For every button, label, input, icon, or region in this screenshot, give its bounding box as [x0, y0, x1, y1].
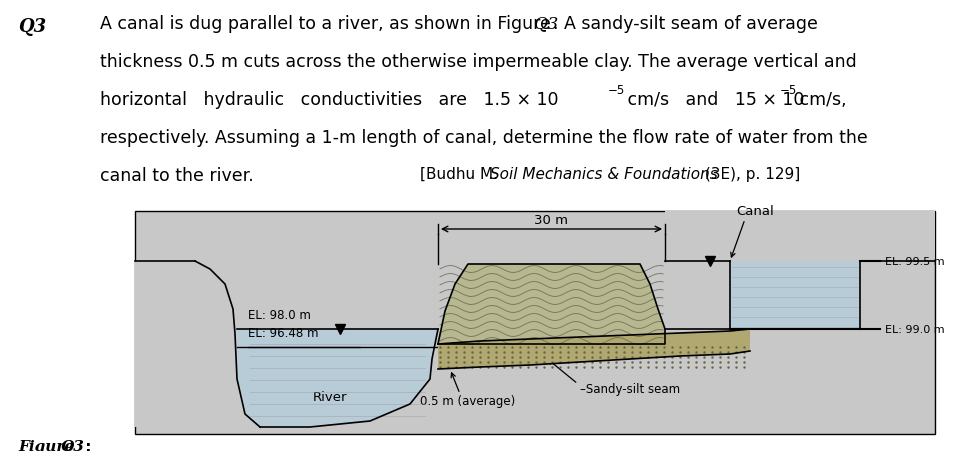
Text: −5: −5: [780, 84, 798, 97]
Polygon shape: [438, 329, 750, 369]
Text: River: River: [313, 391, 347, 404]
Text: respectively. Assuming a 1-m length of canal, determine the flow rate of water f: respectively. Assuming a 1-m length of c…: [100, 129, 868, 147]
Text: Q3: Q3: [60, 439, 84, 451]
Text: –Sandy-silt seam: –Sandy-silt seam: [580, 382, 681, 396]
Text: thickness 0.5 m cuts across the otherwise impermeable clay. The average vertical: thickness 0.5 m cuts across the otherwis…: [100, 53, 857, 71]
Text: :: :: [80, 439, 92, 451]
Text: 30 m: 30 m: [534, 213, 568, 226]
Text: Figure: Figure: [18, 439, 79, 451]
Text: . A sandy-silt seam of average: . A sandy-silt seam of average: [553, 15, 818, 33]
Text: horizontal   hydraulic   conductivities   are   1.5 × 10: horizontal hydraulic conductivities are …: [100, 91, 559, 109]
Bar: [135, 212, 935, 434]
Text: EL: 98.0 m: EL: 98.0 m: [248, 308, 311, 321]
Text: Canal: Canal: [736, 205, 774, 217]
Text: Q3: Q3: [534, 15, 560, 32]
Polygon shape: [438, 264, 665, 344]
Polygon shape: [135, 212, 260, 427]
Bar: [730, 262, 860, 329]
Text: A canal is dug parallel to a river, as shown in Figure: A canal is dug parallel to a river, as s…: [100, 15, 557, 33]
Text: EL: 99.0 m: EL: 99.0 m: [885, 324, 945, 334]
Text: Soil Mechanics & Foundations: Soil Mechanics & Foundations: [490, 166, 718, 182]
Polygon shape: [237, 329, 438, 427]
Text: [Budhu M.: [Budhu M.: [420, 166, 503, 182]
Polygon shape: [665, 212, 935, 329]
Text: EL: 96.48 m: EL: 96.48 m: [248, 326, 319, 339]
Text: 0.5 m (average): 0.5 m (average): [420, 394, 516, 407]
Text: EL: 99.5 m: EL: 99.5 m: [885, 257, 945, 267]
Text: Clay: Clay: [538, 298, 567, 311]
Text: cm/s,: cm/s,: [794, 91, 846, 109]
Text: cm/s   and   15 × 10: cm/s and 15 × 10: [622, 91, 804, 109]
Text: (3E), p. 129]: (3E), p. 129]: [700, 166, 800, 182]
Text: −5: −5: [608, 84, 625, 97]
Text: Q3: Q3: [18, 18, 46, 36]
Text: canal to the river.: canal to the river.: [100, 166, 254, 184]
